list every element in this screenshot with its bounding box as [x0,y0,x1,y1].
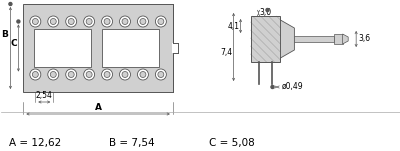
Circle shape [48,16,59,27]
Circle shape [68,72,74,77]
Circle shape [155,16,166,27]
Bar [250,16,280,62]
Circle shape [66,69,77,80]
Circle shape [102,69,112,80]
Circle shape [104,72,110,77]
Circle shape [158,72,164,77]
Bar [34,29,91,67]
Circle shape [32,19,38,24]
Circle shape [138,16,148,27]
Text: 3,0: 3,0 [260,8,272,18]
Circle shape [50,19,56,24]
Circle shape [30,16,41,27]
Circle shape [155,69,166,80]
Circle shape [104,19,110,24]
Bar [102,29,159,67]
Circle shape [158,19,164,24]
Circle shape [9,3,12,5]
Circle shape [120,69,130,80]
Polygon shape [280,20,294,58]
Circle shape [30,69,41,80]
Bar [172,43,179,53]
Circle shape [138,69,148,80]
Circle shape [122,19,128,24]
Circle shape [140,19,146,24]
Circle shape [50,72,56,77]
Circle shape [271,85,274,88]
Circle shape [120,16,130,27]
Circle shape [66,16,77,27]
Circle shape [68,19,74,24]
Text: A: A [94,103,102,112]
Circle shape [86,19,92,24]
Circle shape [122,72,128,77]
Circle shape [86,72,92,77]
Text: ø0,49: ø0,49 [282,82,303,92]
Circle shape [84,16,95,27]
Text: B = 7,54: B = 7,54 [109,138,155,148]
Circle shape [84,69,95,80]
Polygon shape [343,34,348,44]
Text: B: B [2,30,8,39]
Text: 7,4: 7,4 [220,48,233,56]
Circle shape [48,69,59,80]
Circle shape [17,20,20,23]
Text: C = 5,08: C = 5,08 [209,138,254,148]
Bar [334,34,343,44]
Circle shape [32,72,38,77]
Circle shape [102,16,112,27]
Bar [23,4,173,92]
Bar [294,36,334,42]
Text: 3,6: 3,6 [358,34,370,43]
Circle shape [266,8,269,11]
Text: 2,54: 2,54 [36,91,53,100]
Text: A = 12,62: A = 12,62 [10,138,62,148]
Circle shape [140,72,146,77]
Text: C: C [11,40,17,48]
Text: 4,1: 4,1 [228,21,240,31]
